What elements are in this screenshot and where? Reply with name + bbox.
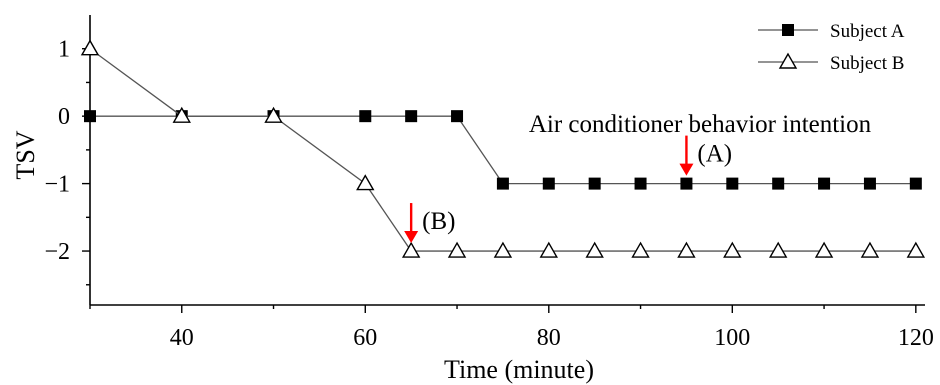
axes [89, 15, 925, 306]
data-point [860, 241, 880, 258]
data-point [359, 110, 372, 123]
data-point [906, 241, 926, 258]
annotation-layer: Air conditioner behavior intention (A) (B) [404, 111, 872, 244]
data-point [818, 177, 831, 190]
x-tick-label: 40 [170, 325, 194, 351]
data-point [539, 241, 558, 258]
data-point [726, 177, 739, 190]
legend-marker [782, 24, 794, 36]
legend-label: Subject A [830, 21, 905, 42]
data-point [677, 241, 696, 258]
data-point [356, 174, 375, 191]
data-point [680, 177, 693, 190]
annotation-arrow-label: (B) [422, 208, 455, 235]
y-ticks: 1 0 −1 −2 [44, 37, 90, 286]
x-tick-label: 80 [537, 325, 561, 351]
y-tick-label: −1 [44, 172, 70, 198]
data-point [634, 177, 647, 190]
data-point [264, 106, 283, 123]
series-layer [80, 39, 926, 258]
legend-label: Subject B [830, 53, 904, 74]
data-point [493, 241, 513, 258]
data-point [631, 241, 650, 258]
annotation-arrow-head [679, 163, 694, 176]
legend: Subject A Subject B [758, 21, 905, 74]
data-point [80, 39, 100, 56]
data-point [768, 241, 788, 258]
legend-item: Subject A [758, 21, 905, 42]
x-tick-label: 100 [714, 325, 750, 351]
series-line [90, 115, 916, 185]
data-point [496, 177, 509, 190]
data-point [405, 110, 418, 123]
data-point [814, 241, 834, 258]
x-tick-label: 60 [353, 325, 377, 351]
data-point [723, 241, 742, 258]
y-tick-label: 0 [58, 104, 70, 130]
annotation-label: Air conditioner behavior intention [529, 111, 872, 138]
legend-marker [778, 52, 798, 69]
x-tick-label: 120 [898, 325, 934, 351]
annotation-arrow-head [404, 231, 419, 244]
y-tick-label: −2 [44, 239, 70, 265]
data-point [863, 177, 876, 190]
x-ticks: 40 60 80 100 120 [89, 305, 934, 351]
y-axis-title: TSV [11, 130, 40, 179]
series-subject-b [80, 39, 926, 258]
data-point [542, 177, 555, 190]
series-line [89, 48, 916, 252]
y-tick-label: 1 [58, 37, 70, 63]
annotation-arrow-label: (A) [697, 141, 732, 168]
data-point [909, 177, 922, 190]
data-point [172, 106, 191, 123]
data-point [401, 241, 421, 258]
data-point [451, 110, 464, 123]
data-point [588, 177, 601, 190]
x-axis-title: Time (minute) [444, 355, 594, 384]
data-point [447, 241, 467, 258]
data-point [772, 177, 785, 190]
data-point [84, 110, 96, 123]
legend-item: Subject B [758, 52, 904, 74]
data-point [585, 241, 604, 258]
